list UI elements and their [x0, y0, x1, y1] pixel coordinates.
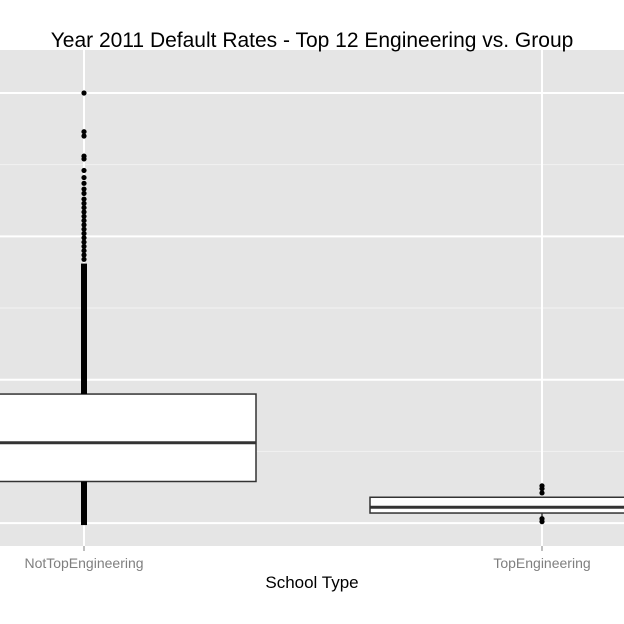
outlier-point [81, 200, 87, 206]
outlier-point [81, 190, 87, 196]
x-tick-label: NotTopEngineering [24, 555, 143, 571]
x-axis-ticks: NotTopEngineering TopEngineering [24, 546, 591, 571]
outlier-point [81, 167, 87, 174]
lower-point-band [81, 481, 87, 526]
outlier-point [81, 230, 87, 237]
outlier-point [81, 252, 87, 258]
box-topengineering [369, 483, 624, 525]
outlier-point [81, 256, 87, 262]
dense-points-band [81, 263, 87, 526]
outlier-point [81, 205, 87, 211]
chart-title: Year 2011 Default Rates - Top 12 Enginee… [51, 29, 574, 52]
outlier-point [81, 90, 87, 96]
outlier-point [539, 490, 545, 496]
outlier-point [81, 226, 87, 232]
outlier-point [81, 243, 87, 249]
outlier-point [81, 174, 87, 181]
box-iqr [0, 393, 257, 483]
box-iqr [369, 496, 624, 514]
outlier-point [81, 129, 87, 135]
x-axis-title: School Type [265, 573, 358, 592]
outlier-point [81, 180, 87, 186]
x-tick-label: TopEngineering [493, 555, 590, 571]
outlier-point [81, 222, 87, 228]
outlier-point [81, 235, 87, 241]
outlier-point [81, 217, 87, 224]
outlier-point [81, 186, 87, 192]
box-series [0, 90, 624, 526]
outlier-point [81, 248, 87, 254]
outlier-point [539, 516, 545, 522]
upper-point-band [81, 263, 87, 395]
outlier-point [81, 209, 87, 215]
outlier-point [539, 483, 545, 489]
outlier-point [81, 239, 87, 245]
outlier-point [81, 213, 87, 219]
outlier-point [81, 133, 87, 139]
outlier-point [81, 153, 87, 159]
outlier-point [81, 196, 87, 202]
